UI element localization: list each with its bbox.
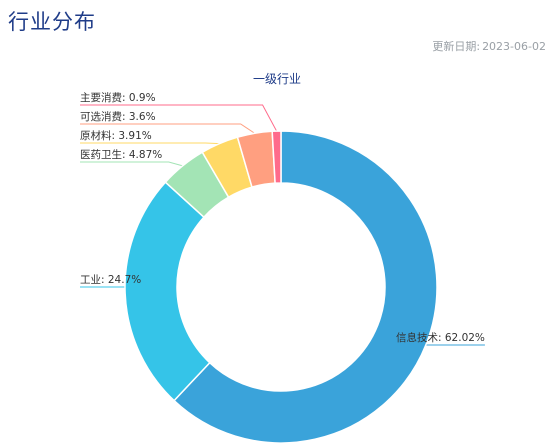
update-date: 更新日期: 2023-06-02 — [432, 38, 546, 54]
data-label-4: 可选消费: 3.6% — [80, 110, 156, 123]
slice-5[interactable] — [271, 130, 282, 184]
data-label-5: 主要消费: 0.9% — [80, 91, 156, 104]
page-title: 行业分布 — [8, 10, 96, 34]
chart-title: 一级行业 — [252, 72, 301, 86]
data-label-1: 工业: 24.7% — [80, 274, 141, 286]
data-label-0: 信息技术: 62.02% — [396, 331, 485, 344]
leader-line-4 — [80, 123, 255, 134]
slice-1[interactable] — [124, 181, 211, 402]
slice-0[interactable] — [173, 130, 438, 444]
leader-line-2 — [80, 161, 183, 167]
update-date-label: 更新日期: — [432, 40, 481, 53]
leader-line-5 — [80, 104, 278, 132]
data-label-2: 医药卫生: 4.87% — [80, 148, 162, 161]
update-date-value: 2023-06-02 — [482, 40, 546, 53]
leader-line-3 — [80, 142, 220, 145]
data-label-3: 原材料: 3.91% — [80, 129, 152, 142]
